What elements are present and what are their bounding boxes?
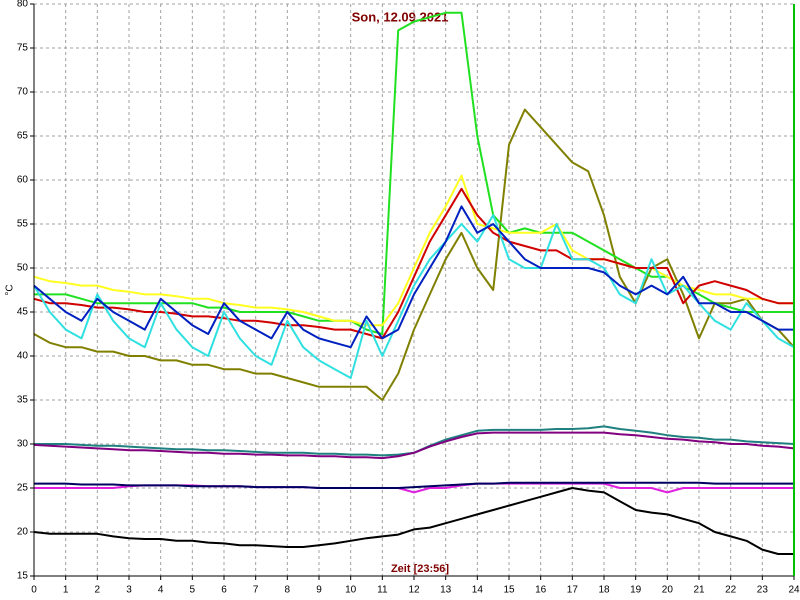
y-tick-label: 25	[17, 483, 29, 494]
x-tick-label: 13	[440, 585, 452, 596]
y-tick-label: 70	[17, 87, 29, 98]
series-line	[33, 187, 794, 340]
x-tick-label: 1	[63, 585, 69, 596]
y-tick-label: 60	[17, 175, 29, 186]
x-tick-label: 15	[503, 585, 515, 596]
y-tick-label: 65	[17, 131, 29, 142]
y-tick-label: 15	[17, 571, 29, 582]
y-tick-label: 75	[17, 43, 29, 54]
x-tick-label: 9	[316, 585, 322, 596]
series-line	[33, 174, 794, 327]
y-tick-label: 80	[17, 0, 29, 10]
x-tick-label: 0	[31, 585, 37, 596]
x-tick-label: 24	[788, 585, 800, 596]
x-tick-label: 8	[285, 585, 291, 596]
x-tick-label: 12	[408, 585, 420, 596]
y-axis-label: °C	[5, 284, 16, 295]
y-tick-label: 20	[17, 527, 29, 538]
x-tick-label: 23	[757, 585, 769, 596]
y-tick-label: 40	[17, 351, 29, 362]
y-tick-label: 55	[17, 219, 29, 230]
x-tick-label: 22	[725, 585, 737, 596]
series-line	[33, 108, 795, 401]
series-line	[34, 481, 794, 489]
x-tick-label: 21	[693, 585, 705, 596]
series-line	[33, 431, 795, 460]
x-tick-label: 11	[377, 585, 388, 596]
x-tick-label: 14	[472, 585, 484, 596]
x-tick-label: 3	[126, 585, 132, 596]
x-tick-label: 7	[253, 585, 259, 596]
x-tick-label: 20	[662, 585, 674, 596]
y-tick-label: 30	[17, 439, 29, 450]
x-tick-label: 2	[95, 585, 101, 596]
y-tick-label: 35	[17, 395, 29, 406]
series-line	[33, 487, 794, 555]
x-tick-label: 6	[221, 585, 227, 596]
lines	[33, 11, 795, 555]
x-tick-label: 18	[598, 585, 610, 596]
x-tick-label: 17	[567, 585, 579, 596]
x-tick-label: 19	[630, 585, 642, 596]
series-line	[33, 205, 794, 349]
x-tick-label: 16	[535, 585, 547, 596]
x-tick-label: 5	[190, 585, 196, 596]
y-tick-label: 45	[17, 307, 29, 318]
x-tick-label: 10	[345, 585, 357, 596]
y-tick-label: 50	[17, 263, 29, 274]
x-tick-label: 4	[158, 585, 164, 596]
chart-title: Son, 12.09.2021	[352, 9, 449, 24]
x-axis-label: Zeit [23:56]	[391, 563, 449, 575]
